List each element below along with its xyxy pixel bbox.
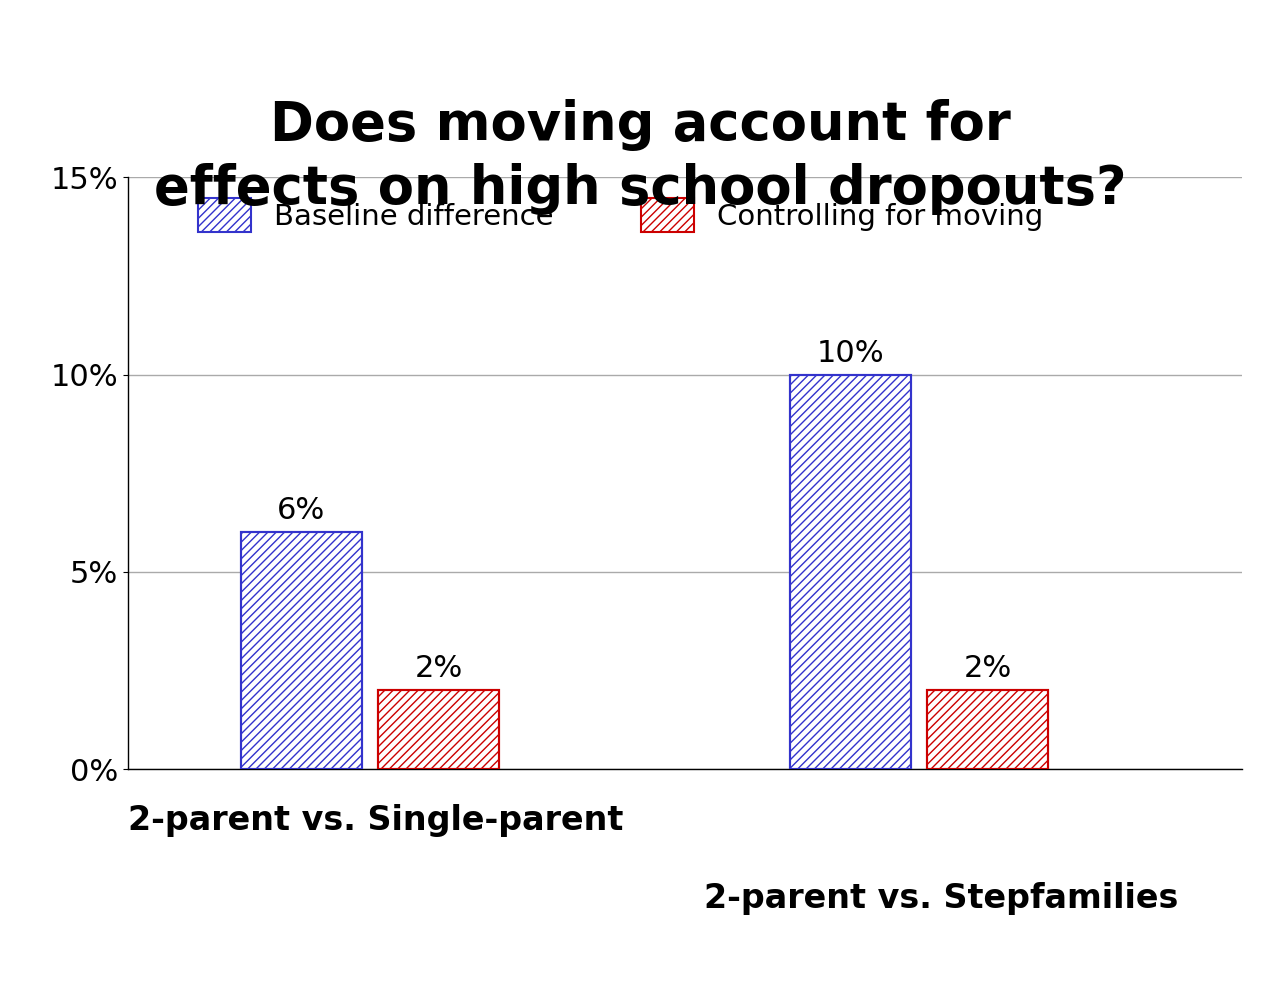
Text: Does moving account for
effects on high school dropouts?: Does moving account for effects on high … <box>154 99 1126 215</box>
Bar <box>241 532 362 769</box>
Bar <box>241 532 362 769</box>
Text: 2%: 2% <box>964 654 1011 683</box>
Text: 10%: 10% <box>817 338 884 368</box>
Text: 6%: 6% <box>278 496 325 526</box>
Bar <box>927 690 1048 769</box>
Bar <box>378 690 499 769</box>
Text: 2%: 2% <box>415 654 463 683</box>
Text: 2-parent vs. Single-parent: 2-parent vs. Single-parent <box>128 804 623 836</box>
Bar <box>378 690 499 769</box>
Bar <box>790 375 911 769</box>
Text: 2-parent vs. Stepfamilies: 2-parent vs. Stepfamilies <box>704 882 1179 915</box>
Bar <box>790 375 911 769</box>
Bar <box>927 690 1048 769</box>
Legend: Baseline difference, Controlling for moving: Baseline difference, Controlling for mov… <box>198 198 1043 232</box>
